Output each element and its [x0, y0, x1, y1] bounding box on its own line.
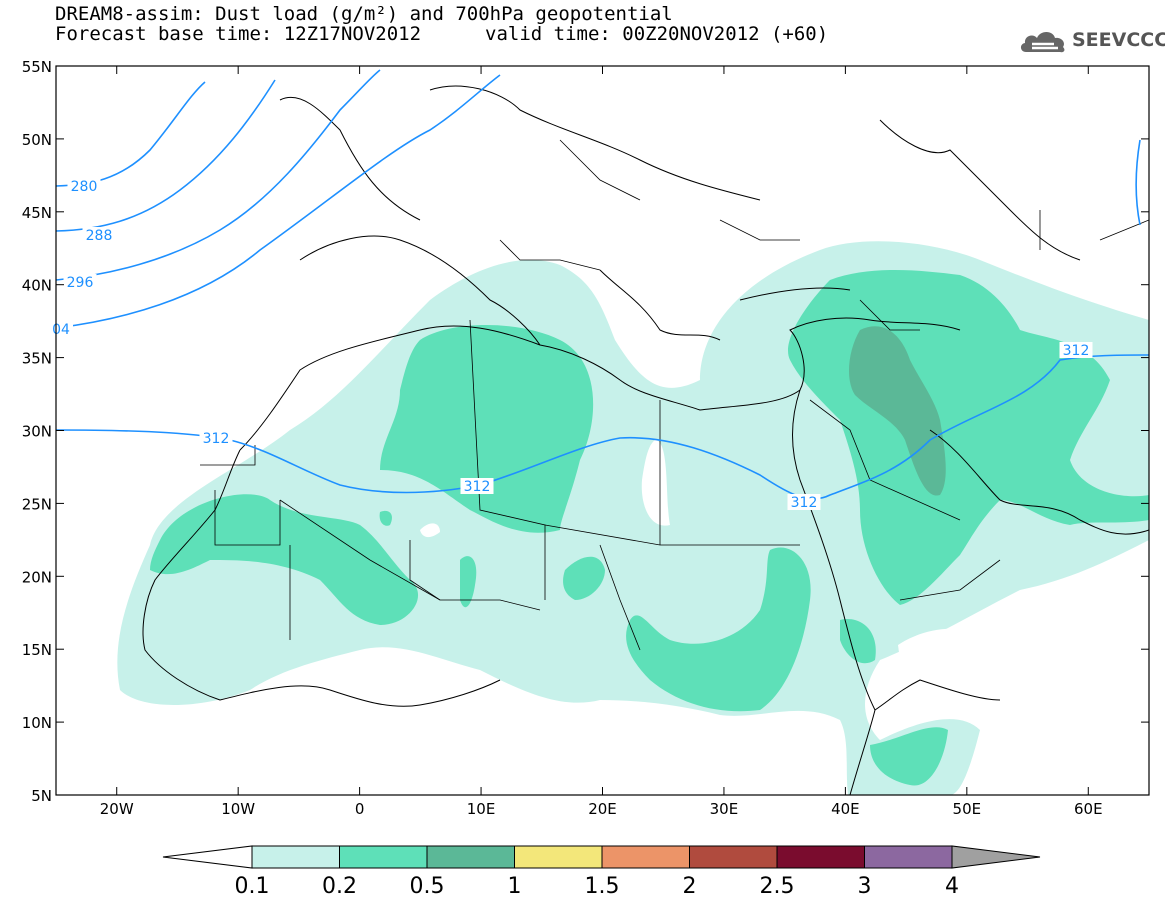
colorbar-label: 0.5 — [410, 874, 445, 899]
forecast-times: Forecast base time: 12Z17NOV2012 valid ti… — [55, 23, 828, 45]
lat-tick-label: 10N — [22, 714, 52, 732]
colorbar-label: 4 — [945, 874, 959, 899]
lat-axis: 55N 50N 45N 40N 35N 30N 25N 20N 15N 10N 5N — [22, 58, 1149, 805]
colorbar-label: 1.5 — [585, 874, 620, 899]
map-title: DREAM8-assim: Dust load (g/m²) and 700hP… — [55, 3, 673, 25]
lon-tick-label: 20W — [100, 800, 134, 818]
seevccc-logo: SEEVCCC — [1018, 26, 1165, 56]
contour-label: 312 — [791, 495, 818, 511]
lon-tick-label: 10W — [221, 800, 255, 818]
lon-tick-label: 30E — [710, 800, 739, 818]
contour-label-bg — [460, 478, 494, 494]
lon-tick-label: 60E — [1074, 800, 1103, 818]
contour-label-bg — [787, 494, 821, 510]
lon-tick-label: 50E — [953, 800, 982, 818]
base-time: Forecast base time: 12Z17NOV2012 — [55, 23, 422, 45]
lat-tick-label: 30N — [22, 423, 52, 441]
map-area — [56, 69, 1149, 795]
lat-tick-label: 55N — [22, 58, 52, 76]
contour-label-bg — [82, 227, 116, 243]
contour-labels: 280 288 296 04 312 312 312 312 — [49, 178, 1093, 511]
colorbar-high-arrow — [951, 845, 1041, 869]
colorbar-label: 1 — [508, 874, 522, 899]
colorbar-label: 0.1 — [235, 874, 270, 899]
contour-label: 04 — [52, 322, 70, 338]
colorbar-label: 2.5 — [760, 874, 795, 899]
logo-text: SEEVCCC — [1072, 29, 1165, 51]
colorbar-box — [689, 845, 778, 869]
contour-label: 288 — [86, 228, 113, 244]
contour-label: 280 — [71, 179, 98, 195]
lon-tick-label: 40E — [831, 800, 860, 818]
contour-label-bg — [199, 430, 233, 446]
colorbar-box — [426, 845, 515, 869]
lat-tick-label: 45N — [22, 204, 52, 222]
contour-label: 296 — [67, 275, 94, 291]
dust-region-mid — [380, 325, 594, 533]
dust-region-high — [848, 326, 946, 496]
contour-label: 312 — [1063, 343, 1090, 359]
geopotential-contours — [56, 69, 1149, 500]
coastlines — [142, 85, 1149, 795]
lat-tick-label: 40N — [22, 277, 52, 295]
valid-time: valid time: 00Z20NOV2012 (+60) — [485, 23, 829, 45]
contour-label-bg — [1059, 342, 1093, 358]
contour-label: 312 — [203, 431, 230, 447]
colorbar-box — [776, 845, 865, 869]
lat-tick-label: 20N — [22, 568, 52, 586]
lon-tick-label: 0 — [355, 800, 365, 818]
lat-tick-label: 5N — [31, 787, 52, 805]
contour-label: 312 — [464, 479, 491, 495]
colorbar-low-arrow — [162, 845, 253, 869]
lon-tick-label: 10E — [467, 800, 496, 818]
colorbar-label: 2 — [683, 874, 697, 899]
cloud-icon — [1020, 32, 1065, 53]
contour-label-bg — [49, 321, 73, 337]
colorbar-box — [339, 845, 428, 869]
colorbar-label: 0.2 — [322, 874, 357, 899]
colorbar-box — [601, 845, 690, 869]
lat-tick-label: 15N — [22, 641, 52, 659]
colorbar-label: 3 — [858, 874, 872, 899]
colorbar-box — [514, 845, 603, 869]
colorbar-box — [864, 845, 953, 869]
contour-label-bg — [67, 178, 101, 194]
country-borders — [200, 139, 1149, 651]
lon-axis: 20W 10W 0 10E 20E 30E 40E 50E 60E — [100, 66, 1103, 818]
lat-tick-label: 50N — [22, 131, 52, 149]
lat-tick-label: 35N — [22, 350, 52, 368]
contour-label-bg — [63, 274, 97, 290]
colorbar-box — [251, 845, 340, 869]
lat-tick-label: 25N — [22, 495, 52, 513]
colorbar: 0.1 0.2 0.5 1 1.5 2 2.5 3 4 — [162, 845, 1041, 899]
lon-tick-label: 20E — [588, 800, 617, 818]
